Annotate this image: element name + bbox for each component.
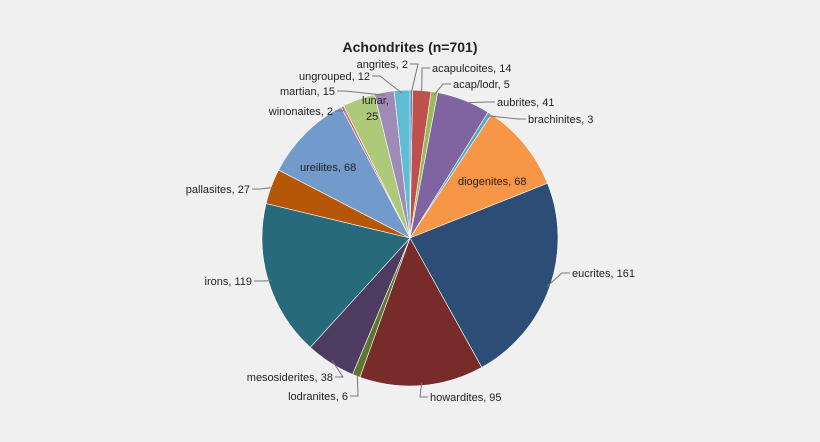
pie-slice-diogenites [409,113,548,239]
slice-label: ungrouped, 12 [299,71,370,83]
leader-line [331,359,344,378]
slice-label: howardites, 95 [430,392,502,404]
pie-slice-howardites [359,237,483,387]
slice-label: mesosiderites, 38 [247,372,333,384]
leader-line [372,75,403,94]
slice-label: acap/lodr, 5 [453,79,510,91]
leader-line [462,101,495,104]
slice-label: diogenites, 68 [458,176,527,188]
leader-line [410,63,419,94]
leader-line [419,382,428,398]
leader-line [337,90,385,96]
leader-line [421,67,430,94]
slice-label: lunar, 25 [362,95,389,123]
slice-label: pallasites, 27 [186,184,250,196]
pie-slice-eucrites [409,182,559,368]
slice-label: aubrites, 41 [497,97,554,109]
leader-line [252,186,275,190]
slice-label: ureilites, 68 [300,162,356,174]
slice-label: eucrites, 161 [572,268,635,280]
slice-label: brachinites, 3 [528,114,593,126]
leader-line [546,272,570,288]
pie-slice-ungrouped [393,89,411,239]
leader-line [350,373,359,397]
slice-label: winonaites, 2 [268,106,333,118]
pie-slice-ureilites [278,106,411,239]
slice-label: irons, 119 [205,276,253,288]
pie-slice-irons [261,203,411,348]
slice-label: lodranites, 6 [288,391,348,403]
leader-line [335,108,345,112]
leader-line [433,83,451,96]
slice-label: martian, 15 [280,86,335,98]
slice-label: acapulcoites, 14 [432,63,512,75]
chart-title: Achondrites (n=701) [343,39,478,55]
slice-label: angrites, 2 [357,59,408,71]
leader-line [488,115,526,120]
